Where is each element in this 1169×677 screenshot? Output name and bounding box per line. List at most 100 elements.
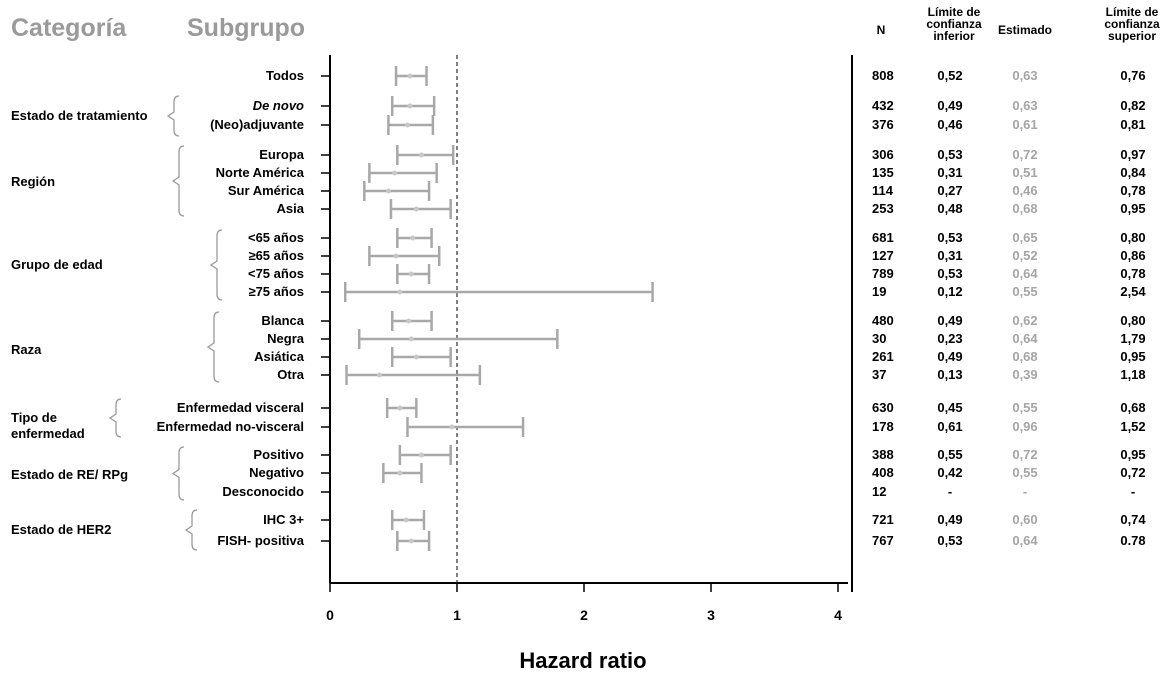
subgroup-label: Europa [259,147,304,162]
upper-ci-value: 0,82 [1120,98,1146,113]
upper-ci-value: 0,81 [1120,117,1146,132]
ci-interval [390,347,452,367]
subgroup-label: IHC 3+ [263,512,304,527]
point-estimate [406,318,412,324]
point-estimate [410,235,416,241]
estimate-value: 0,52 [1012,248,1038,263]
n-header: N [876,23,886,37]
category-bracket [171,446,185,501]
category-bracket [184,509,198,551]
lower-ci-value: 0,53 [937,266,963,281]
ci-interval [343,282,654,302]
upper-ci-header: Límite de confianza superior [1104,5,1160,43]
ci-interval [357,329,559,349]
ci-interval [389,199,452,219]
ci-interval [363,181,431,201]
lower-ci-value: 0,23 [937,331,963,346]
category-label-her2: Estado de HER2 [11,522,112,537]
upper-ci-value: 0,80 [1120,313,1146,328]
subgroup-label: Negra [267,331,304,346]
upper-ci-value: 0,86 [1120,248,1146,263]
lower-ci-value: 0,53 [937,147,963,162]
lower-ci-value: 0,48 [937,201,963,216]
upper-ci-value: 1,18 [1120,367,1146,382]
ci-interval [396,145,455,165]
n-value: 432 [872,98,894,113]
subgroup-label: FISH- positiva [217,533,304,548]
point-estimate [397,470,403,476]
estimate-value: 0,63 [1012,68,1038,83]
category-label-er-pr: Estado de RE/ RPg [11,467,129,482]
lower-ci-value: 0,53 [937,230,963,245]
estimate-value: 0,39 [1012,367,1038,382]
category-bracket [108,398,122,438]
upper-ci-value: 0,76 [1120,68,1146,83]
estimate-value: 0,96 [1012,419,1038,434]
subgroup-label: Blanca [261,313,304,328]
point-estimate [385,188,391,194]
ci-interval [385,398,418,418]
n-value: 408 [872,465,894,480]
x-tick-label: 3 [707,607,715,623]
upper-ci-value: 2,54 [1120,284,1146,299]
n-value: 114 [872,183,893,198]
lower-ci-value: 0,45 [937,400,963,415]
lower-ci-value: 0,53 [937,533,963,548]
estimate-value: 0,68 [1012,349,1038,364]
point-estimate [404,122,410,128]
estimate-value: 0,68 [1012,201,1038,216]
n-value: 767 [872,533,894,548]
n-value: 306 [872,147,894,162]
lower-ci-value: 0,52 [937,68,963,83]
ci-interval [396,264,431,284]
upper-ci-value: 0,95 [1120,349,1146,364]
n-value: 789 [872,266,894,281]
n-value: 37 [872,367,887,382]
point-estimate [449,424,455,430]
point-estimate [418,152,424,158]
upper-ci-value: 0,68 [1120,400,1146,415]
lower-ci-value: 0,46 [937,117,963,132]
lower-ci-value: 0,27 [937,183,963,198]
subgroup-label: <75 años [247,266,304,281]
n-value: 135 [872,165,894,180]
subgroup-label: Negativo [249,465,304,480]
point-estimate [418,452,424,458]
ci-interval [390,96,436,116]
point-estimate [393,253,399,259]
ci-interval [394,66,428,86]
n-value: 12 [872,484,887,499]
upper-ci-value: 1,52 [1120,419,1146,434]
category-label-race: Raza [11,342,42,357]
x-axis-label: Hazard ratio [519,648,647,673]
upper-ci-value: 0,95 [1120,447,1146,462]
estimate-value: - [1022,484,1028,499]
estimate-value: 0,64 [1012,331,1038,346]
lower-ci-value: 0,61 [937,419,963,434]
subgroup-label: Otra [277,367,304,382]
upper-ci-value: 0,95 [1120,201,1146,216]
n-value: 30 [872,331,887,346]
category-bracket [166,95,180,137]
n-value: 19 [872,284,887,299]
point-estimate [403,517,409,523]
lower-ci-header: Límite de confianza inferior [926,5,982,43]
estimate-value: 0,72 [1012,147,1038,162]
estimate-value: 0,61 [1012,117,1038,132]
lower-ci-value: 0,31 [937,165,963,180]
estimate-header: Estimado [997,23,1052,37]
estimate-value: 0,63 [1012,98,1038,113]
subgroup-label: Desconocido [222,484,304,499]
point-estimate [407,73,413,79]
point-estimate [397,289,403,295]
upper-ci-value: 0,84 [1120,165,1146,180]
n-value: 721 [872,512,894,527]
point-estimate [413,206,419,212]
upper-ci-value: 0,78 [1120,183,1146,198]
lower-ci-value: 0,55 [937,447,963,462]
subgroup-label: Todos [265,68,304,83]
point-estimate [407,103,413,109]
estimate-value: 0,65 [1012,230,1038,245]
ci-interval [396,531,431,551]
